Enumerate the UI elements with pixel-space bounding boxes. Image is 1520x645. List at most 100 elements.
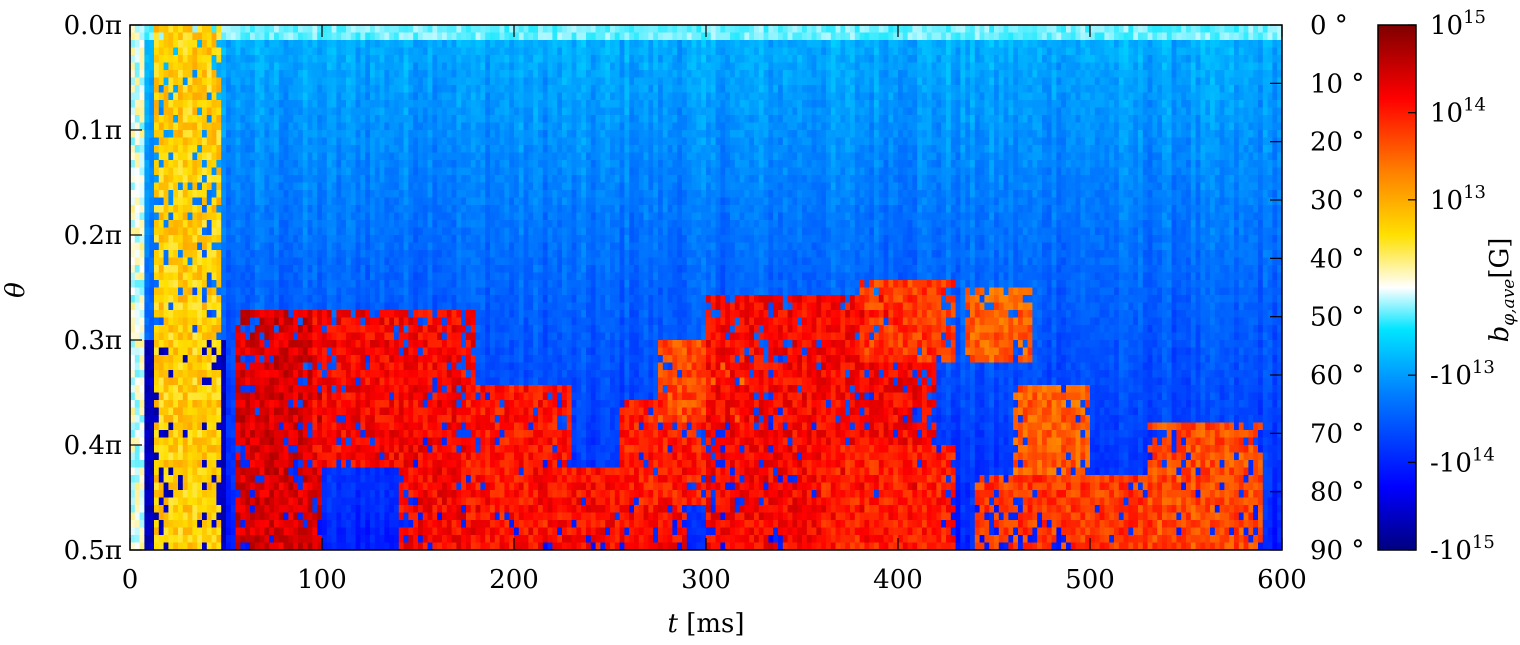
heatmap-cell <box>355 317 361 326</box>
heatmap-cell <box>202 160 208 169</box>
heatmap-cell <box>211 422 217 431</box>
heatmap-cell <box>178 47 184 56</box>
heatmap-cell <box>269 347 275 356</box>
heatmap-cell <box>350 190 357 199</box>
heatmap-cell <box>398 40 405 49</box>
heatmap-cell <box>413 437 419 446</box>
heatmap-cell <box>264 415 270 424</box>
heatmap-cell <box>182 25 189 34</box>
heatmap-cell <box>235 302 241 311</box>
heatmap-cell <box>130 512 136 521</box>
heatmap-cell <box>240 205 246 214</box>
heatmap-cell <box>134 190 141 199</box>
heatmap-cell <box>442 77 448 86</box>
heatmap-cell <box>240 85 246 94</box>
heatmap-cell <box>173 25 179 34</box>
heatmap-cell <box>269 40 275 49</box>
heatmap-cell <box>403 272 409 281</box>
heatmap-cell <box>322 242 328 251</box>
heatmap-cell <box>298 77 304 86</box>
heatmap-cell <box>264 152 270 161</box>
heatmap-cell <box>360 235 366 244</box>
heatmap-cell <box>264 250 270 259</box>
heatmap-cell <box>235 347 241 356</box>
heatmap-cell <box>269 145 275 154</box>
heatmap-cell <box>269 332 275 341</box>
heatmap-cell <box>259 70 265 79</box>
heatmap-cell <box>187 355 193 364</box>
heatmap-cell <box>298 445 304 454</box>
heatmap-cell <box>235 70 241 79</box>
heatmap-cell <box>451 32 457 41</box>
heatmap-cell <box>408 250 414 259</box>
heatmap-cell <box>307 377 313 386</box>
heatmap-cell <box>168 212 174 221</box>
heatmap-cell <box>470 32 477 41</box>
heatmap-cell <box>187 415 193 424</box>
heatmap-cell <box>293 92 299 101</box>
heatmap-cell <box>413 257 419 266</box>
heatmap-cell <box>134 392 141 401</box>
heatmap-cell <box>254 197 261 206</box>
heatmap-cell <box>408 182 414 191</box>
heatmap-cell <box>336 62 342 71</box>
heatmap-cell <box>187 377 193 386</box>
heatmap-cell <box>149 482 155 491</box>
heatmap-cell <box>418 542 424 550</box>
heatmap-cell <box>466 490 472 499</box>
heatmap-cell <box>302 130 309 139</box>
heatmap-cell <box>192 25 198 34</box>
heatmap-cell <box>379 77 385 86</box>
heatmap-cell <box>422 317 429 326</box>
heatmap-cell <box>298 160 304 169</box>
heatmap-cell <box>245 25 251 34</box>
heatmap-cell <box>341 227 347 236</box>
heatmap-cell <box>312 115 318 124</box>
heatmap-cell <box>149 310 155 319</box>
heatmap-cell <box>254 250 261 259</box>
heatmap-cell <box>178 280 184 289</box>
heatmap-cell <box>230 467 237 476</box>
heatmap-cell <box>398 347 405 356</box>
heatmap-cell <box>336 385 342 394</box>
heatmap-cell <box>341 167 347 176</box>
heatmap-cell <box>451 287 457 296</box>
heatmap-cell <box>408 302 414 311</box>
heatmap-cell <box>130 370 136 379</box>
heatmap-cell <box>259 422 265 431</box>
heatmap-cell <box>298 220 304 229</box>
heatmap-cell <box>379 332 385 341</box>
heatmap-cell <box>221 272 227 281</box>
heatmap-cell <box>379 175 385 184</box>
heatmap-cell <box>139 287 145 296</box>
heatmap-cell <box>182 107 189 116</box>
heatmap-cell <box>298 280 304 289</box>
heatmap-cell <box>442 542 448 550</box>
heatmap-cell <box>370 85 376 94</box>
heatmap-cell <box>254 40 261 49</box>
heatmap-cell <box>365 482 371 491</box>
heatmap-cell <box>403 190 409 199</box>
heatmap-cell <box>202 182 208 191</box>
heatmap-cell <box>245 467 251 476</box>
heatmap-cell <box>144 32 150 41</box>
heatmap-cell <box>317 47 323 56</box>
heatmap-cell <box>269 392 275 401</box>
heatmap-cell <box>192 242 198 251</box>
heatmap-cell <box>317 512 323 521</box>
heatmap-cell <box>432 302 438 311</box>
heatmap-cell <box>149 415 155 424</box>
heatmap-cell <box>389 505 395 514</box>
heatmap-cell <box>187 520 193 529</box>
heatmap-cell <box>408 295 414 304</box>
heatmap-cell <box>422 542 429 550</box>
heatmap-cell <box>461 92 467 101</box>
heatmap-cell <box>370 430 376 439</box>
heatmap-cell <box>403 130 409 139</box>
heatmap-cell <box>130 212 136 221</box>
heatmap-cell <box>365 535 371 544</box>
heatmap-cell <box>278 242 285 251</box>
heatmap-cell <box>269 467 275 476</box>
heatmap-cell <box>446 430 453 439</box>
heatmap-cell <box>432 415 438 424</box>
